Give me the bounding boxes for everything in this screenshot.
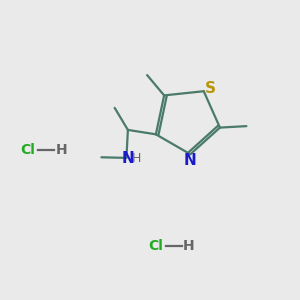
Text: Cl: Cl bbox=[20, 143, 35, 157]
Text: H: H bbox=[132, 152, 141, 165]
Text: N: N bbox=[184, 153, 197, 168]
Text: H: H bbox=[55, 143, 67, 157]
Text: H: H bbox=[183, 239, 195, 253]
Text: Cl: Cl bbox=[148, 239, 163, 253]
Text: N: N bbox=[121, 151, 134, 166]
Text: S: S bbox=[205, 81, 216, 96]
